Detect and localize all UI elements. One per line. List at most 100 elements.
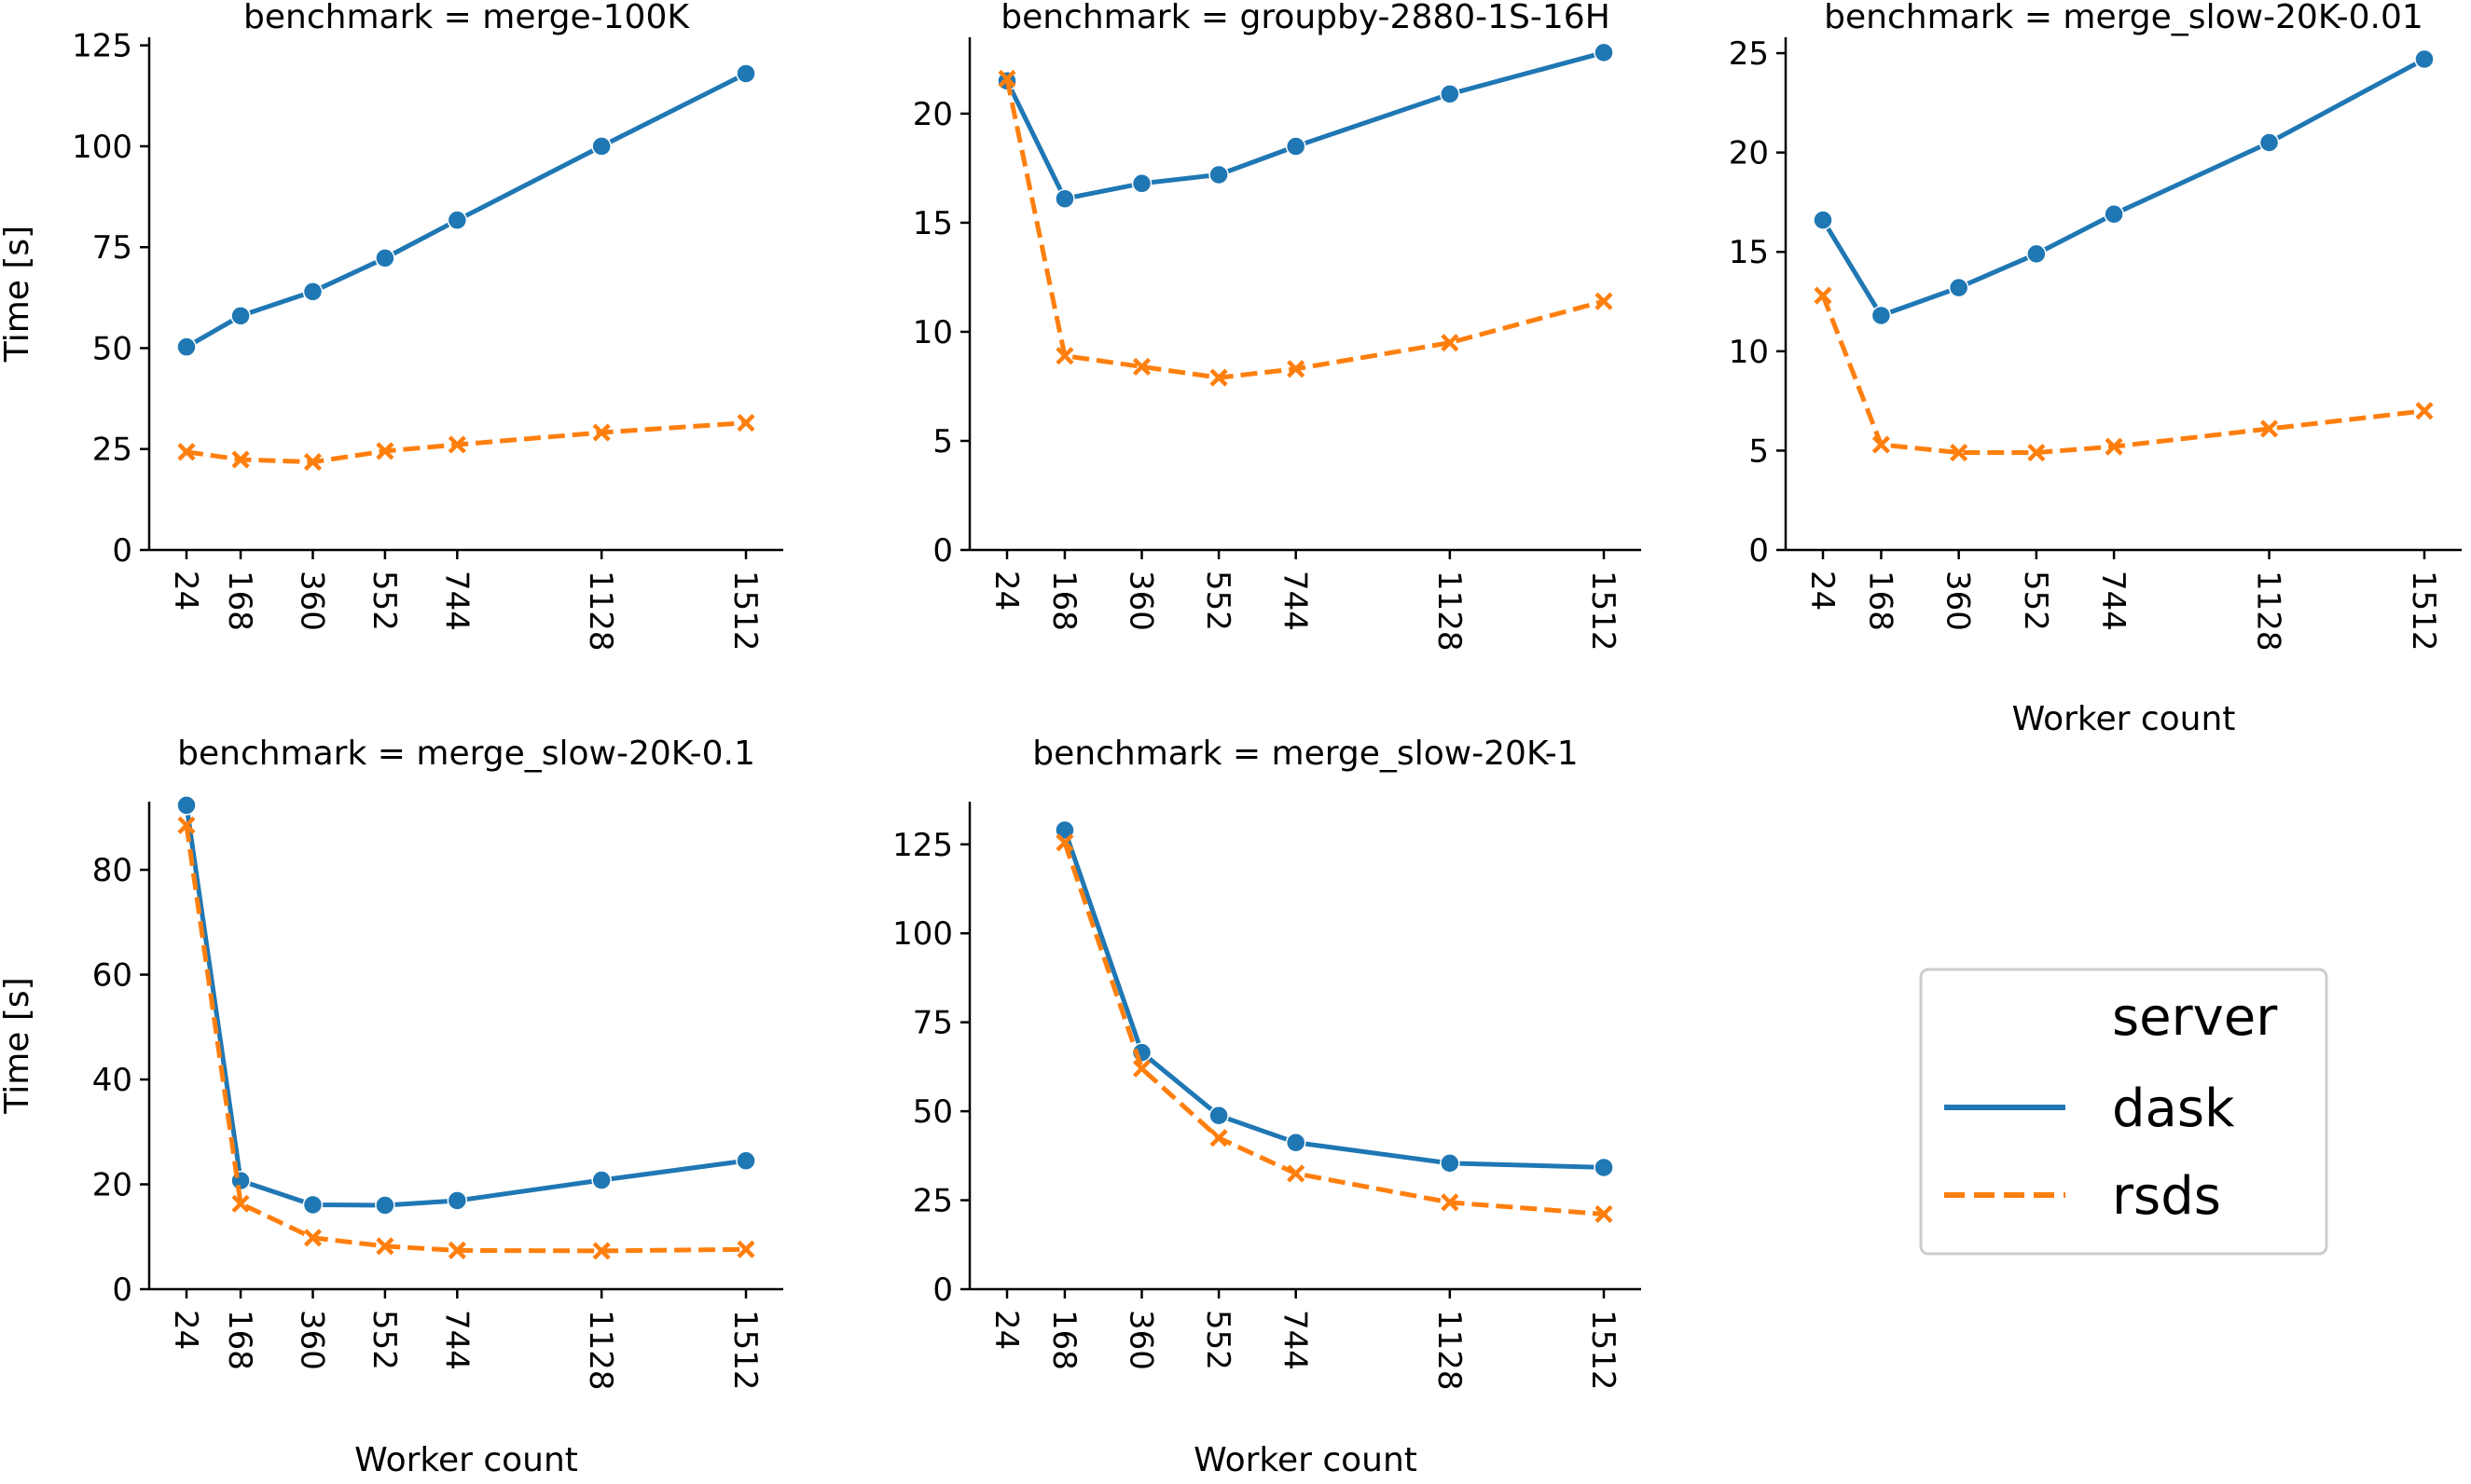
y-tick-label: 75 [913, 1005, 953, 1042]
x-tick-label: 552 [1199, 1310, 1236, 1370]
x-tick-label: 744 [2094, 570, 2132, 631]
data-point-dask [176, 337, 197, 357]
data-point-rsds [592, 1242, 611, 1260]
data-point-rsds [1132, 1059, 1152, 1078]
data-point-dask [375, 1195, 395, 1216]
data-point-dask [447, 210, 468, 230]
x-tick-label: 744 [1277, 570, 1314, 631]
data-point-dask [1131, 173, 1153, 194]
y-tick-label: 0 [112, 532, 132, 570]
series-line-dask [1820, 57, 2426, 318]
data-point-rsds [177, 816, 196, 834]
data-point-dask [2026, 243, 2047, 265]
x-tick-label: 1128 [1430, 570, 1468, 652]
y-tick-label: 0 [112, 1271, 132, 1309]
data-point-rsds [1287, 360, 1305, 378]
data-point-rsds [2027, 443, 2046, 462]
data-point-dask [302, 1194, 324, 1216]
y-tick-label: 25 [92, 432, 132, 469]
data-point-dask [1055, 819, 1075, 841]
data-point-dask [1440, 1153, 1460, 1174]
y-tick-label: 5 [932, 423, 953, 460]
data-point-rsds [177, 443, 196, 461]
x-tick-label: 360 [293, 570, 330, 631]
data-point-dask [302, 282, 324, 302]
x-tick-label: 1128 [582, 1310, 619, 1391]
x-tick-label: 744 [437, 570, 475, 631]
y-tick-label: 125 [72, 28, 132, 65]
subplot-5: benchmark = merge_slow-20K-1 0 25 50 75 100 12… [892, 735, 1641, 1479]
data-point-dask [2414, 48, 2435, 70]
data-point-dask [1285, 1132, 1306, 1153]
series-line-dask [184, 804, 747, 1208]
data-point-rsds [2105, 437, 2123, 456]
x-tick-label: 552 [366, 1310, 403, 1370]
y-tick-label: 40 [92, 1062, 132, 1099]
subplot-4: benchmark = merge_slow-20K-0.1 0 20 40 60 80 2… [0, 735, 783, 1479]
data-point-dask [1055, 188, 1075, 209]
y-tick-label: 15 [913, 205, 953, 242]
data-point-dask [230, 306, 251, 326]
x-tick-label: 360 [1123, 1310, 1160, 1370]
y-tick-label: 25 [913, 1183, 953, 1220]
data-point-rsds [1056, 347, 1074, 365]
y-tick-label: 100 [892, 915, 953, 953]
x-tick-label: 1512 [726, 1310, 764, 1391]
y-tick-label: 10 [913, 314, 953, 351]
data-point-dask [375, 248, 395, 268]
data-point-dask [176, 795, 197, 816]
data-point-rsds [1441, 334, 1459, 352]
y-tick-label: 0 [932, 1271, 953, 1309]
x-axis-label: Worker count [354, 1441, 578, 1479]
y-axis-label: Time [s] [0, 977, 36, 1114]
data-point-rsds [2415, 402, 2434, 420]
data-point-dask [447, 1190, 468, 1211]
data-point-rsds [448, 435, 466, 454]
y-tick-label: 20 [913, 96, 953, 133]
data-point-rsds [448, 1241, 466, 1259]
legend: server dask rsds [1919, 968, 2328, 1256]
y-tick-label: 25 [1729, 35, 1769, 73]
data-point-dask [1813, 210, 1833, 230]
series-line-dask [1004, 49, 1605, 201]
data-point-dask [2258, 132, 2280, 153]
subplot-2: benchmark = groupby-2880-1S-16H 0 5 10 15 20 2… [913, 0, 1641, 652]
x-tick-label: 24 [167, 570, 204, 611]
series-line-dask [1062, 829, 1605, 1170]
data-point-rsds [737, 1240, 755, 1258]
x-tick-label: 24 [167, 1310, 204, 1350]
data-point-dask [736, 63, 756, 84]
data-point-dask [1948, 277, 1969, 298]
x-tick-label: 24 [987, 1310, 1025, 1350]
data-point-rsds [1287, 1164, 1305, 1183]
y-tick-label: 125 [892, 827, 953, 864]
subplot-title: benchmark = merge-100K [243, 0, 690, 36]
data-point-rsds [303, 453, 323, 472]
data-point-dask [1871, 305, 1892, 326]
y-tick-label: 0 [1748, 532, 1769, 570]
x-tick-label: 552 [2017, 570, 2054, 631]
data-point-rsds [737, 413, 755, 433]
y-tick-label: 50 [92, 330, 132, 367]
legend-label-dask: dask [2112, 1079, 2235, 1139]
x-axis-label: Worker count [1194, 1441, 1417, 1479]
data-point-rsds [376, 442, 394, 460]
data-point-dask [736, 1150, 756, 1171]
y-tick-label: 0 [932, 532, 953, 570]
x-tick-label: 360 [1940, 570, 1977, 631]
data-point-dask [591, 136, 612, 157]
x-tick-label: 552 [1199, 570, 1236, 631]
y-tick-label: 80 [92, 852, 132, 889]
x-tick-label: 168 [221, 1310, 258, 1370]
x-tick-label: 168 [1045, 570, 1083, 631]
legend-label-rsds: rsds [2112, 1166, 2221, 1227]
data-point-rsds [303, 1229, 323, 1247]
y-tick-label: 10 [1729, 334, 1769, 371]
x-tick-label: 168 [221, 570, 258, 631]
x-tick-label: 1512 [726, 570, 764, 652]
series-line-rsds [186, 420, 747, 465]
data-point-rsds [1871, 435, 1891, 454]
data-point-rsds [1441, 1193, 1459, 1212]
data-point-rsds [1132, 357, 1152, 376]
